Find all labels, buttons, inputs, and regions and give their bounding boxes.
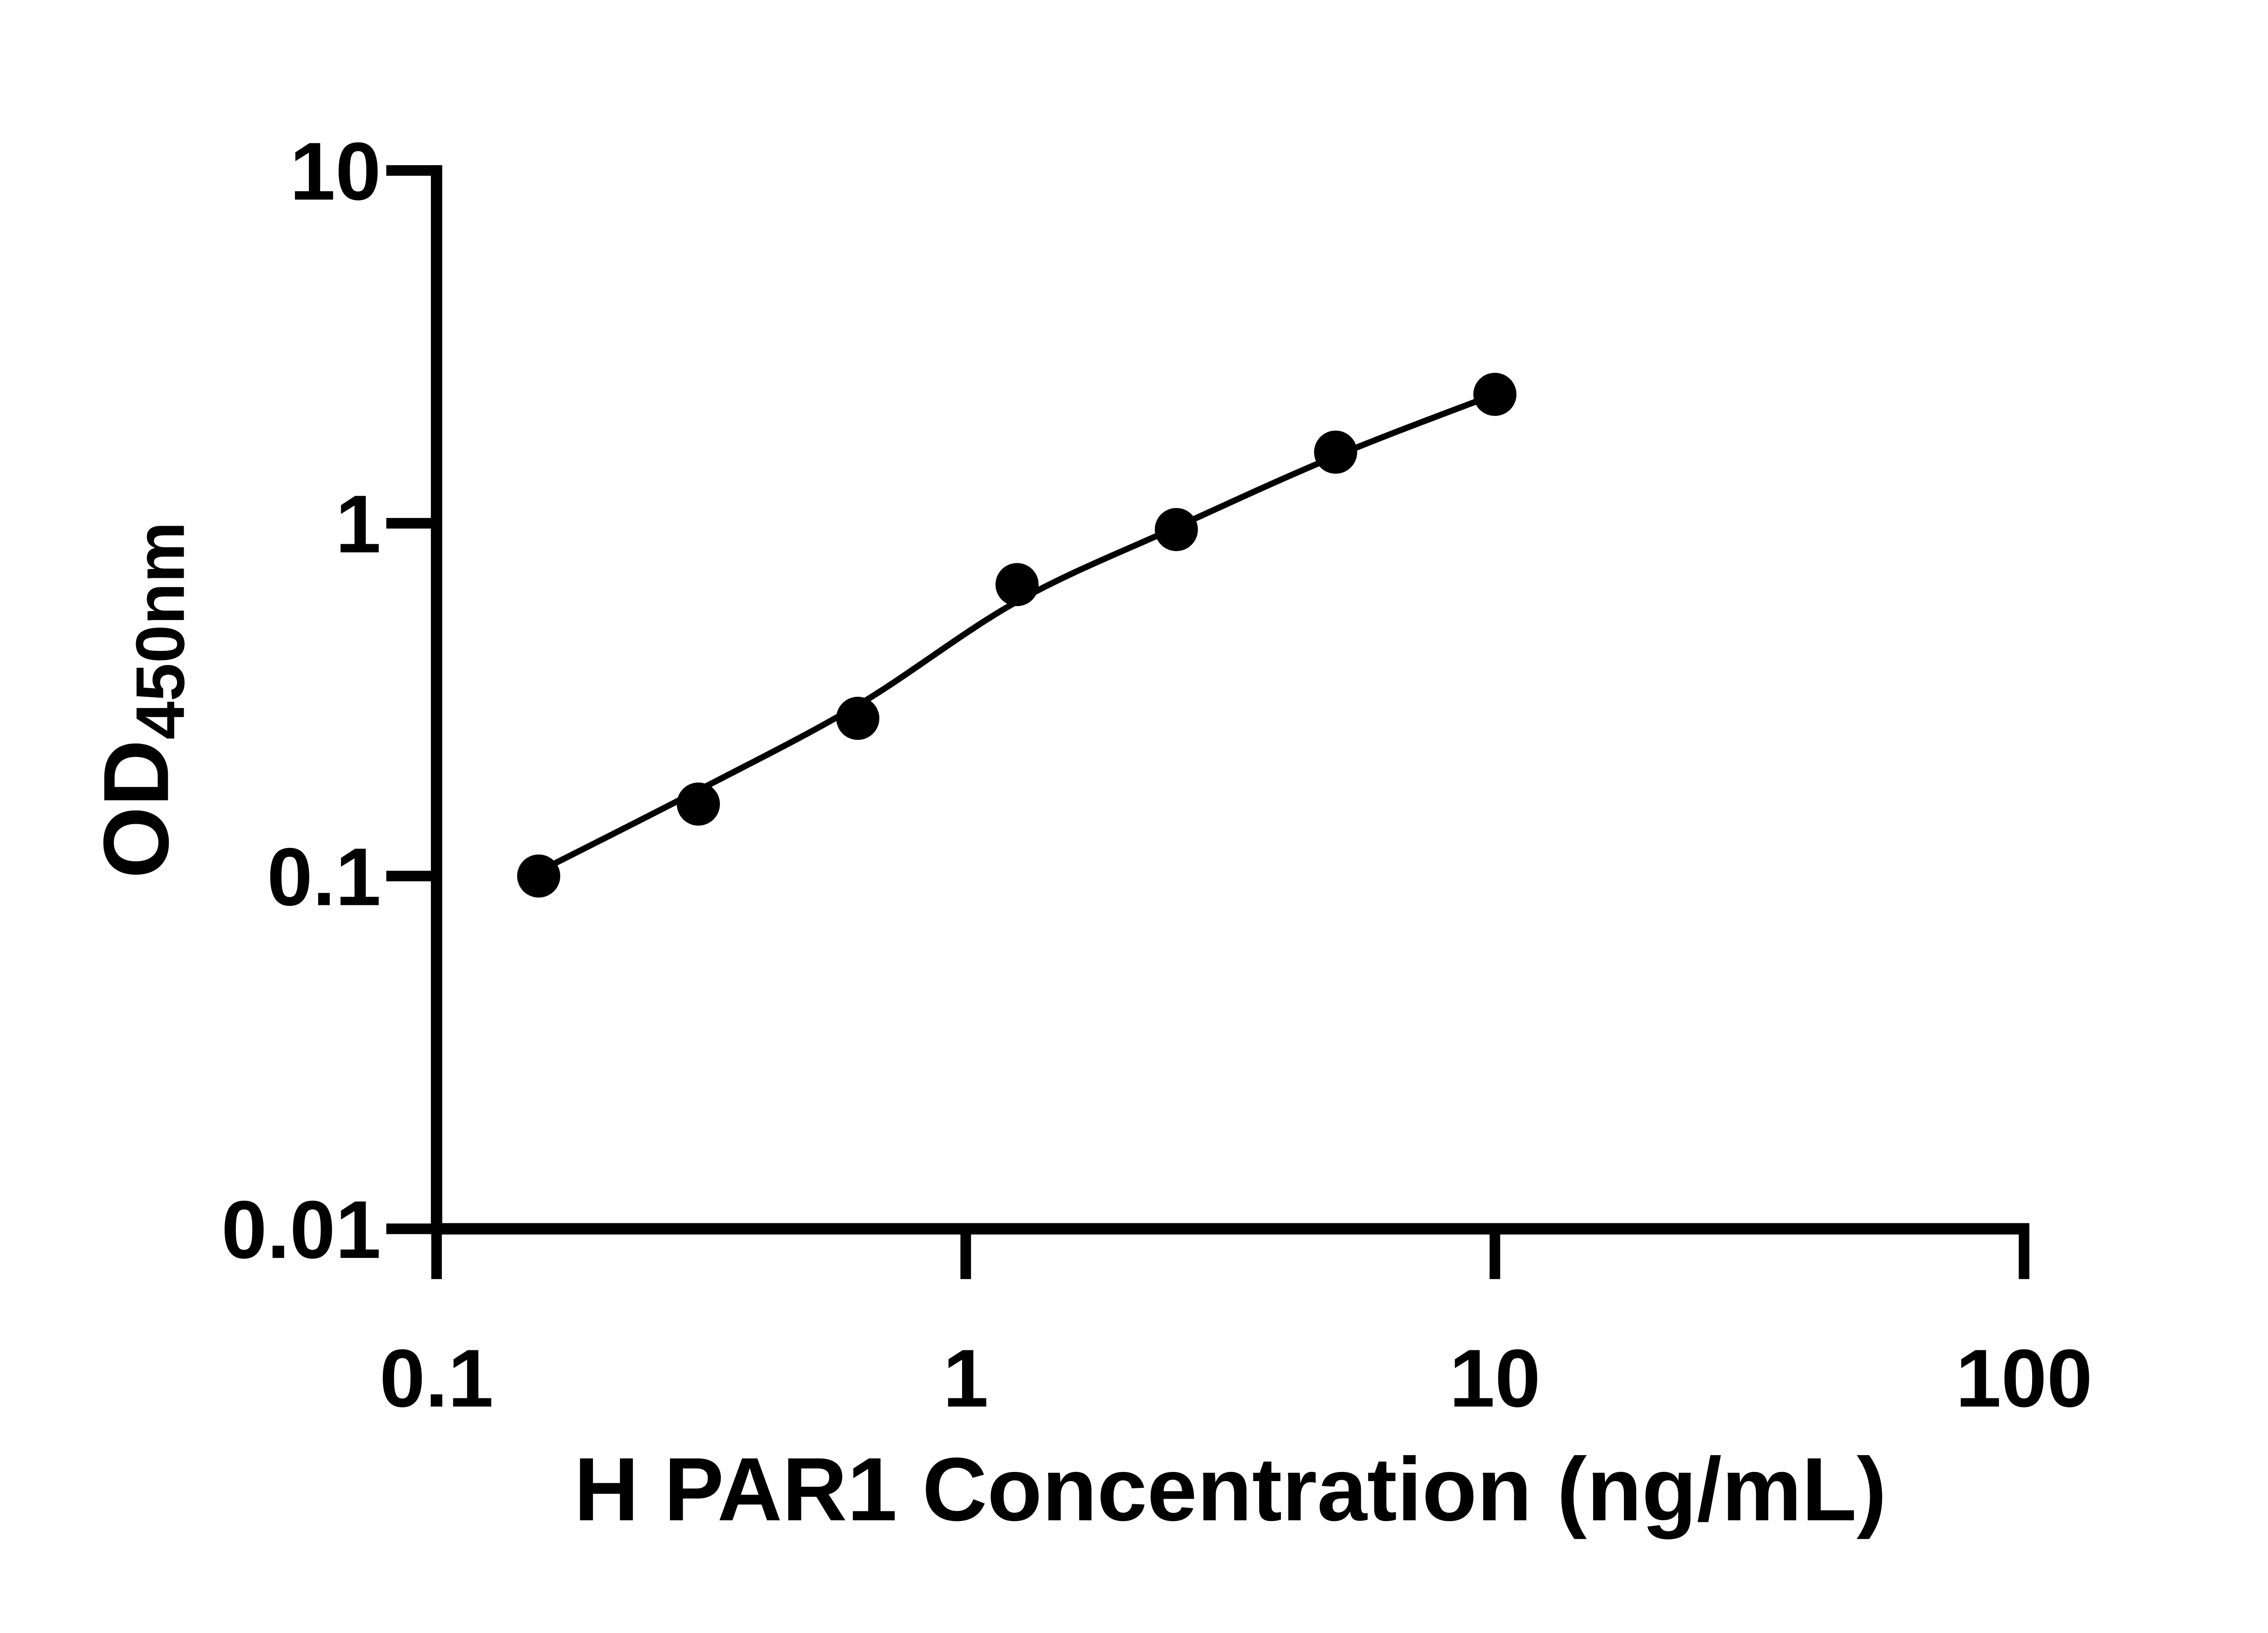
data-point bbox=[995, 563, 1039, 606]
x-tick-label: 10 bbox=[1449, 1333, 1540, 1424]
y-axis-title-main: OD bbox=[84, 739, 188, 878]
x-tick-label: 100 bbox=[1955, 1333, 2092, 1424]
data-point bbox=[1314, 430, 1358, 474]
y-tick-label: 0.01 bbox=[221, 1184, 381, 1276]
x-axis-title: H PAR1 Concentration (ng/mL) bbox=[574, 1439, 1887, 1540]
x-tick-label: 0.1 bbox=[380, 1333, 494, 1424]
y-axis-title: OD450nm bbox=[84, 522, 199, 879]
data-point bbox=[836, 697, 880, 740]
data-point bbox=[677, 782, 720, 826]
plot-layer bbox=[517, 372, 1517, 898]
y-axis-title-subscript: 450nm bbox=[122, 522, 199, 739]
axes-layer: 0.1 1 10 100 0.01 0.1 1 10 bbox=[221, 126, 2092, 1424]
y-tick-label: 1 bbox=[335, 479, 381, 570]
y-tick-label: 0.1 bbox=[267, 831, 381, 923]
data-point bbox=[517, 854, 561, 898]
data-point bbox=[1473, 372, 1517, 416]
y-tick-label: 10 bbox=[290, 126, 381, 217]
x-tick-label: 1 bbox=[943, 1333, 989, 1424]
data-point bbox=[1154, 508, 1198, 551]
